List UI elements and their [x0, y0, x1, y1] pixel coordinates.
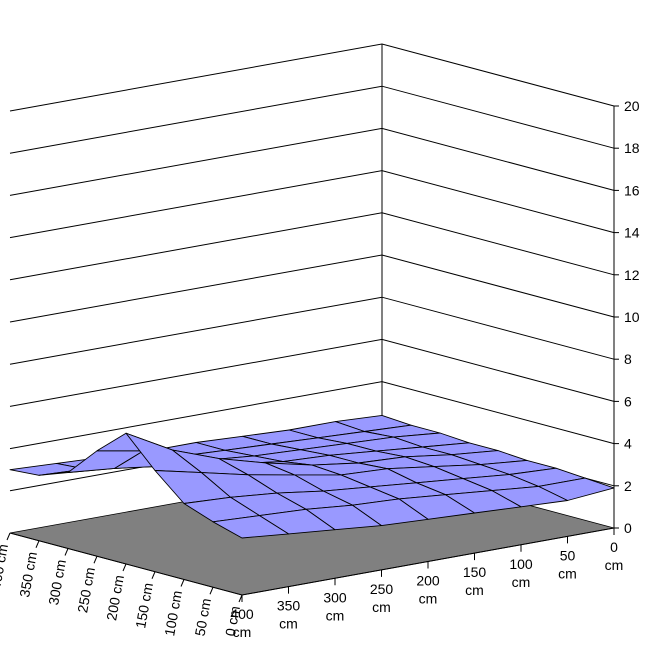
back-walls [9, 43, 615, 528]
wall-gridline [9, 85, 615, 154]
z-tick-label: 2 [624, 478, 632, 494]
y-tick-label: 0 cm [222, 605, 243, 638]
y-tick-label: 200 cm [103, 574, 127, 622]
z-tick-label: 12 [624, 267, 640, 283]
y-tick [122, 563, 127, 572]
y-tick [35, 540, 40, 548]
z-tick-label: 18 [624, 140, 640, 156]
z-tick-label: 8 [624, 351, 632, 367]
y-tick [64, 548, 69, 556]
z-tick-label: 14 [624, 225, 640, 241]
wall-gridline [9, 212, 615, 281]
y-tick [209, 587, 214, 595]
wall-gridline [9, 170, 615, 239]
x-tick-label: 50 cm [558, 547, 577, 581]
y-tick-label: 300 cm [45, 558, 69, 606]
y-tick [6, 532, 11, 541]
wall-gridline [9, 254, 615, 323]
z-tick-label: 20 [624, 98, 640, 114]
x-tick-label: 0 cm [605, 539, 624, 573]
x-tick-label: 200 cm [416, 573, 440, 607]
z-tick-label: 16 [624, 182, 640, 198]
y-tick-label: 150 cm [132, 581, 156, 629]
z-tick-label: 10 [624, 309, 640, 325]
wall-gridline [9, 296, 615, 365]
y-tick-label: 50 cm [192, 597, 214, 637]
y-tick-label: 350 cm [16, 550, 40, 598]
wall-gridline [9, 43, 615, 112]
z-tick-label: 0 [624, 520, 632, 536]
wall-gridline [9, 127, 615, 196]
y-tick-label: 400 cm [0, 543, 11, 591]
wall-gridline [9, 338, 615, 407]
y-tick [93, 556, 98, 564]
z-tick-label: 4 [624, 436, 632, 452]
data-surface [9, 414, 615, 539]
x-tick-label: 300 cm [323, 589, 347, 623]
x-tick-label: 100 cm [509, 556, 533, 590]
x-tick-label: 400 cm [230, 606, 254, 640]
x-tick-label: 250 cm [370, 581, 394, 615]
y-tick-label: 100 cm [161, 589, 185, 637]
z-axis: 0 2 4 6 8 10 12 14 16 18 20 [614, 98, 640, 536]
y-tick [151, 571, 156, 579]
y-tick [238, 594, 243, 603]
x-tick-label: 150 cm [463, 564, 487, 598]
y-tick [180, 579, 185, 587]
x-axis: 0 cm 50 cm 100 cm 150 cm 200 cm 250 cm 300 cm 350 cm 400… [230, 527, 624, 640]
y-tick-label: 250 cm [74, 566, 98, 614]
surface-cell [212, 515, 289, 539]
z-tick-label: 6 [624, 393, 632, 409]
x-tick-label: 350 cm [277, 598, 301, 632]
